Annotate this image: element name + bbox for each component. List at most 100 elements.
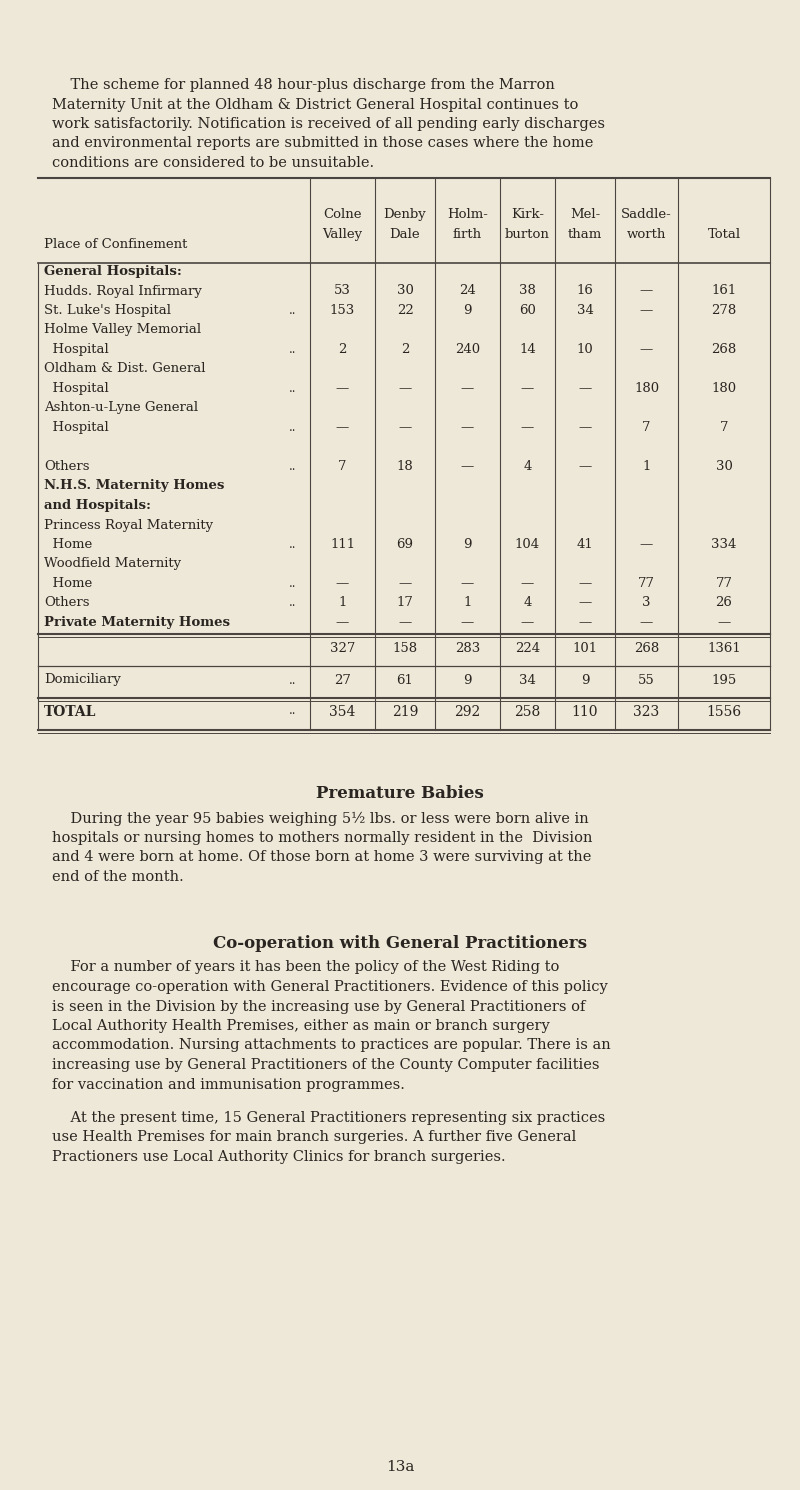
Text: 41: 41: [577, 538, 594, 551]
Text: 268: 268: [711, 343, 737, 356]
Text: 195: 195: [711, 673, 737, 687]
Text: 180: 180: [711, 381, 737, 395]
Text: —: —: [640, 538, 653, 551]
Text: The scheme for planned 48 hour-plus discharge from the Marron: The scheme for planned 48 hour-plus disc…: [52, 77, 555, 92]
Text: 3: 3: [642, 596, 650, 609]
Text: 2: 2: [338, 343, 346, 356]
Text: 101: 101: [573, 642, 598, 654]
Text: 34: 34: [577, 304, 594, 317]
Text: 7: 7: [338, 460, 346, 472]
Text: During the year 95 babies weighing 5½ lbs. or less were born alive in: During the year 95 babies weighing 5½ lb…: [52, 812, 589, 825]
Text: 14: 14: [519, 343, 536, 356]
Text: ..: ..: [289, 381, 296, 395]
Text: —: —: [461, 615, 474, 629]
Text: Holme Valley Memorial: Holme Valley Memorial: [44, 323, 201, 337]
Text: —: —: [336, 615, 349, 629]
Text: 153: 153: [330, 304, 355, 317]
Text: ..: ..: [289, 596, 296, 609]
Text: Others: Others: [44, 460, 90, 472]
Text: 9: 9: [463, 304, 472, 317]
Text: 1: 1: [642, 460, 650, 472]
Text: 283: 283: [455, 642, 480, 654]
Text: —: —: [578, 422, 592, 434]
Text: Local Authority Health Premises, either as main or branch surgery: Local Authority Health Premises, either …: [52, 1019, 550, 1033]
Text: General Hospitals:: General Hospitals:: [44, 265, 182, 279]
Text: 34: 34: [519, 673, 536, 687]
Text: Total: Total: [707, 228, 741, 241]
Text: 9: 9: [463, 538, 472, 551]
Text: worth: worth: [627, 228, 666, 241]
Text: —: —: [640, 285, 653, 298]
Text: —: —: [398, 615, 412, 629]
Text: 38: 38: [519, 285, 536, 298]
Text: Premature Babies: Premature Babies: [316, 785, 484, 803]
Text: work satisfactorily. Notification is received of all pending early discharges: work satisfactorily. Notification is rec…: [52, 118, 605, 131]
Text: Home: Home: [44, 577, 92, 590]
Text: —: —: [578, 577, 592, 590]
Text: end of the month.: end of the month.: [52, 870, 184, 884]
Text: 10: 10: [577, 343, 594, 356]
Text: Hospital: Hospital: [44, 343, 109, 356]
Text: firth: firth: [453, 228, 482, 241]
Text: 61: 61: [397, 673, 414, 687]
Text: 1361: 1361: [707, 642, 741, 654]
Text: Dale: Dale: [390, 228, 420, 241]
Text: tham: tham: [568, 228, 602, 241]
Text: 240: 240: [455, 343, 480, 356]
Text: —: —: [461, 381, 474, 395]
Text: For a number of years it has been the policy of the West Riding to: For a number of years it has been the po…: [52, 961, 559, 974]
Text: —: —: [578, 460, 592, 472]
Text: for vaccination and immunisation programmes.: for vaccination and immunisation program…: [52, 1077, 405, 1092]
Text: 30: 30: [397, 285, 414, 298]
Text: 161: 161: [711, 285, 737, 298]
Text: TOTAL: TOTAL: [44, 705, 96, 718]
Text: 180: 180: [634, 381, 659, 395]
Text: —: —: [461, 460, 474, 472]
Text: 110: 110: [572, 705, 598, 718]
Text: 327: 327: [330, 642, 355, 654]
Text: 111: 111: [330, 538, 355, 551]
Text: Hudds. Royal Infirmary: Hudds. Royal Infirmary: [44, 285, 202, 298]
Text: accommodation. Nursing attachments to practices are popular. There is an: accommodation. Nursing attachments to pr…: [52, 1039, 610, 1052]
Text: ..: ..: [289, 304, 296, 317]
Text: —: —: [398, 422, 412, 434]
Text: ..: ..: [289, 538, 296, 551]
Text: 16: 16: [577, 285, 594, 298]
Text: is seen in the Division by the increasing use by General Practitioners of: is seen in the Division by the increasin…: [52, 1000, 586, 1013]
Text: hospitals or nursing homes to mothers normally resident in the  Division: hospitals or nursing homes to mothers no…: [52, 831, 593, 845]
Text: —: —: [398, 381, 412, 395]
Text: —: —: [336, 422, 349, 434]
Text: —: —: [336, 577, 349, 590]
Text: ..: ..: [289, 577, 296, 590]
Text: 292: 292: [454, 705, 481, 718]
Text: 77: 77: [638, 577, 655, 590]
Text: 9: 9: [463, 673, 472, 687]
Text: 1: 1: [338, 596, 346, 609]
Text: Others: Others: [44, 596, 90, 609]
Text: 4: 4: [523, 596, 532, 609]
Text: Kirk-: Kirk-: [511, 209, 544, 221]
Text: —: —: [461, 577, 474, 590]
Text: At the present time, 15 General Practitioners representing six practices: At the present time, 15 General Practiti…: [52, 1112, 606, 1125]
Text: —: —: [521, 577, 534, 590]
Text: 7: 7: [720, 422, 728, 434]
Text: Domiciliary: Domiciliary: [44, 673, 121, 687]
Text: increasing use by General Practitioners of the County Computer facilities: increasing use by General Practitioners …: [52, 1058, 599, 1071]
Text: 9: 9: [581, 673, 590, 687]
Text: 55: 55: [638, 673, 655, 687]
Text: Colne: Colne: [323, 209, 362, 221]
Text: 18: 18: [397, 460, 414, 472]
Text: —: —: [640, 615, 653, 629]
Text: 22: 22: [397, 304, 414, 317]
Text: ..: ..: [289, 422, 296, 434]
Text: 158: 158: [393, 642, 418, 654]
Text: 26: 26: [715, 596, 733, 609]
Text: Place of Confinement: Place of Confinement: [44, 238, 187, 250]
Text: and 4 were born at home. Of those born at home 3 were surviving at the: and 4 were born at home. Of those born a…: [52, 851, 591, 864]
Text: 17: 17: [397, 596, 414, 609]
Text: —: —: [398, 577, 412, 590]
Text: —: —: [521, 615, 534, 629]
Text: ..: ..: [289, 460, 296, 472]
Text: 30: 30: [715, 460, 733, 472]
Text: Maternity Unit at the Oldham & District General Hospital continues to: Maternity Unit at the Oldham & District …: [52, 97, 578, 112]
